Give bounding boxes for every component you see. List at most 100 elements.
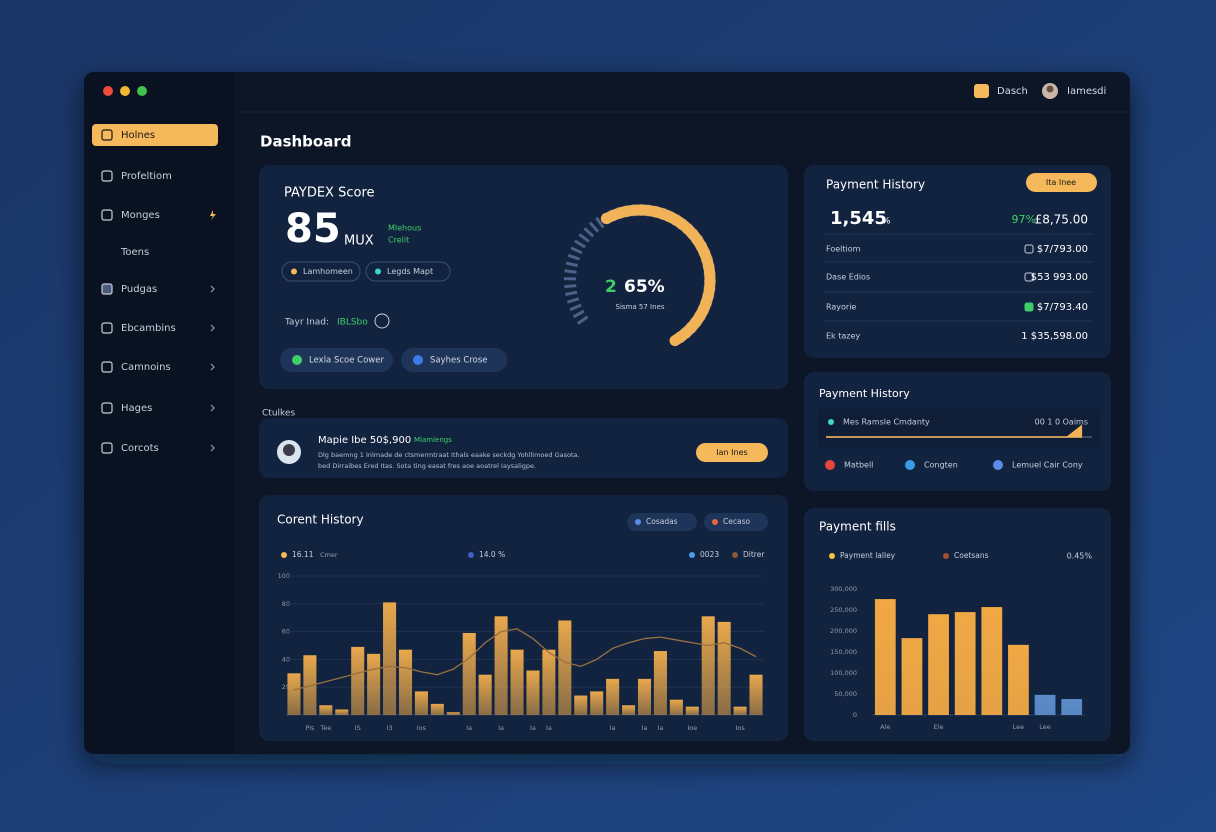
payment-unit: % [882, 217, 891, 227]
x-tick-label: Pls [305, 724, 315, 732]
score-button[interactable] [401, 348, 507, 372]
score-pill[interactable] [365, 261, 451, 282]
x-tick-label: Ia [610, 724, 616, 732]
nav-chevron [210, 404, 215, 412]
nav-item[interactable]: Pudgas [121, 284, 157, 295]
legend-label: Ditrer [743, 550, 765, 559]
score-title: PAYDEX Score [284, 186, 375, 201]
score-pill[interactable] [281, 261, 361, 282]
nav-active[interactable] [92, 124, 218, 146]
row-label: Ek tazey [826, 332, 860, 341]
nav-item[interactable]: Ebcambins [121, 323, 176, 334]
row-icon [1024, 272, 1034, 282]
legend-dot [825, 460, 835, 470]
window-minimize[interactable] [120, 86, 130, 96]
bar [414, 691, 428, 715]
gauge-value: 65% [624, 277, 665, 297]
nav-item[interactable]: Corcots [121, 443, 159, 454]
y-tick-label: 60 [282, 628, 290, 636]
bar [874, 599, 896, 715]
legend-dot [829, 553, 835, 559]
pill-label[interactable]: Lamhomeen [303, 267, 353, 276]
nav-item[interactable]: Camnoins [121, 362, 171, 373]
gauge-track [576, 315, 589, 325]
pill-dot [291, 268, 297, 275]
chart-summary: 0.45% [1067, 552, 1093, 561]
bar [574, 695, 588, 715]
filter-label[interactable]: Cecaso [723, 517, 750, 526]
button-label[interactable]: Sayhes Crose [430, 356, 487, 366]
alert-button[interactable] [696, 443, 768, 462]
user-name[interactable]: Iamesdi [1067, 86, 1106, 97]
payment-amount: £8,75.00 [1035, 213, 1088, 227]
gauge-track [595, 216, 605, 229]
bar [446, 712, 460, 715]
payment-button-label[interactable]: Ita Inee [1046, 178, 1076, 187]
nav-item[interactable]: Holnes [121, 130, 155, 141]
legend-dot [943, 553, 949, 559]
bar [669, 699, 683, 715]
score-note: Mlehous [388, 224, 421, 233]
row-label: Rayorie [826, 303, 856, 312]
nav-icon [101, 322, 113, 334]
alert-avatar-face [283, 444, 295, 456]
bar [1008, 644, 1029, 715]
gauge-track [565, 261, 578, 268]
legend-label: Congten [924, 461, 958, 470]
legend-label: Lemuel Cair Cony [1012, 461, 1083, 470]
nav-item[interactable]: Monges [121, 210, 160, 221]
nav-chevron [210, 324, 215, 332]
legend-label: 0023 [700, 550, 719, 559]
pill-label[interactable]: Legds Mapt [387, 267, 433, 276]
legend-dot [689, 552, 695, 558]
score-button[interactable] [280, 348, 393, 372]
legend-label: Coetsans [954, 551, 989, 560]
bar [351, 646, 365, 715]
legend-dot [281, 552, 287, 558]
nav-icon [101, 209, 113, 221]
filter-dot [712, 519, 718, 525]
x-tick-label: Ele [934, 723, 944, 731]
chart-filter[interactable] [704, 513, 768, 531]
bar [901, 638, 923, 715]
bar [606, 678, 620, 715]
y-tick-label: 0 [853, 711, 857, 719]
button-label[interactable]: Lexla Scoe Cower [309, 356, 384, 366]
x-tick-label: Ia [498, 724, 504, 732]
x-tick-label: Ios [417, 724, 427, 732]
alert-button-label[interactable]: Ian Ines [716, 448, 747, 457]
window-close[interactable] [103, 86, 113, 96]
button-icon [292, 355, 302, 365]
bar [303, 655, 317, 715]
row-icon [1024, 302, 1034, 312]
gauge-track [566, 297, 580, 304]
gauge-caption: Sisma 57 Ines [616, 303, 665, 311]
payment-total: 1,545 [830, 208, 887, 229]
progress-value: 00 1 0 Oaims [1035, 418, 1088, 427]
filter-label[interactable]: Cosadas [646, 517, 678, 526]
legend-label: Payment lalley [840, 551, 896, 560]
row-value: $53 993.00 [1031, 272, 1088, 283]
page-title: Dashboard [260, 133, 351, 151]
payment-button[interactable] [1026, 173, 1097, 192]
bar [510, 649, 524, 715]
score-unit: MUX [344, 234, 374, 249]
gauge-track [567, 253, 580, 261]
gauge-track [583, 227, 595, 238]
nav-item[interactable]: Profeltiom [121, 171, 172, 182]
window-maximize[interactable] [137, 86, 147, 96]
legend-label: 14.0 % [479, 550, 505, 559]
row-icon [1024, 244, 1034, 254]
bar [558, 620, 572, 715]
nav-item[interactable]: Toens [120, 247, 149, 258]
y-tick-label: 150,000 [830, 648, 857, 656]
x-tick-label: Tee [319, 724, 331, 732]
search-label[interactable]: Dasch [997, 86, 1028, 97]
nav-item[interactable]: Hages [121, 403, 152, 414]
chart-filter[interactable] [627, 513, 697, 531]
search-icon[interactable] [974, 84, 989, 98]
x-tick-label: Ia [546, 724, 552, 732]
section-label: Ctulkes [262, 409, 295, 419]
gauge-track [564, 284, 577, 289]
